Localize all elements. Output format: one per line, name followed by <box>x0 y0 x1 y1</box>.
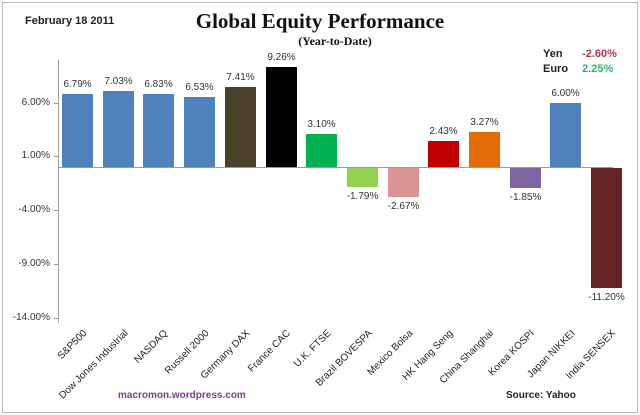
zero-baseline <box>58 167 613 168</box>
bar <box>388 168 419 197</box>
bar <box>184 96 215 167</box>
y-tick-label: 1.00% <box>21 150 50 161</box>
fx-euro: Euro 2.25% <box>543 63 613 75</box>
fx-yen: Yen -2.60% <box>543 48 617 60</box>
bar-value-label: 6.79% <box>63 79 92 90</box>
y-tick <box>54 318 58 319</box>
bar-value-label: 3.10% <box>307 118 336 130</box>
bar <box>428 140 459 167</box>
y-tick-label: -9.00% <box>18 258 50 269</box>
y-tick-label: -4.00% <box>18 204 50 215</box>
bar <box>143 93 174 167</box>
chart-date: February 18 2011 <box>25 15 115 27</box>
chart-title: Global Equity Performance <box>195 9 445 33</box>
bar <box>225 87 256 167</box>
y-tick-label: 6.00% <box>21 97 50 108</box>
y-axis <box>58 60 59 322</box>
bar <box>266 67 297 167</box>
bar-value-label: 6.53% <box>185 81 214 93</box>
bar-value-label: 6.00% <box>551 87 580 99</box>
y-tick <box>54 264 58 265</box>
y-tick <box>54 210 58 211</box>
bar-value-label: 7.03% <box>104 76 133 88</box>
bar-value-label: 6.83% <box>144 78 173 90</box>
bar <box>62 94 93 167</box>
bar <box>510 168 541 188</box>
bar-value-label: 2.43% <box>429 125 458 137</box>
y-tick-label: -14.00% <box>12 312 50 323</box>
footer-source: Source: Yahoo <box>506 390 576 401</box>
bar <box>591 168 622 289</box>
bar-value-label: -1.85% <box>509 191 542 203</box>
fx-euro-value: 2.25% <box>582 63 614 75</box>
bar <box>306 133 337 167</box>
fx-yen-label: Yen <box>543 48 563 60</box>
bar <box>103 91 134 167</box>
bar-value-label: -1.79% <box>346 191 379 203</box>
bar-value-label: 7.41% <box>226 72 255 84</box>
bar-value-label: -11.20% <box>588 292 625 304</box>
bar-value-label: -2.67% <box>387 200 420 212</box>
bar-value-label: 9.26% <box>267 52 296 64</box>
fx-yen-value: -2.60% <box>582 48 617 60</box>
bar <box>550 102 581 167</box>
y-tick <box>54 156 58 157</box>
chart-subtitle: (Year-to-Date) <box>298 34 372 48</box>
fx-euro-label: Euro <box>543 63 569 75</box>
bar <box>347 168 378 188</box>
bar <box>469 131 500 167</box>
bar-value-label: 3.27% <box>470 116 499 128</box>
y-tick <box>54 103 58 104</box>
footer-site: macromon.wordpress.com <box>118 390 246 401</box>
